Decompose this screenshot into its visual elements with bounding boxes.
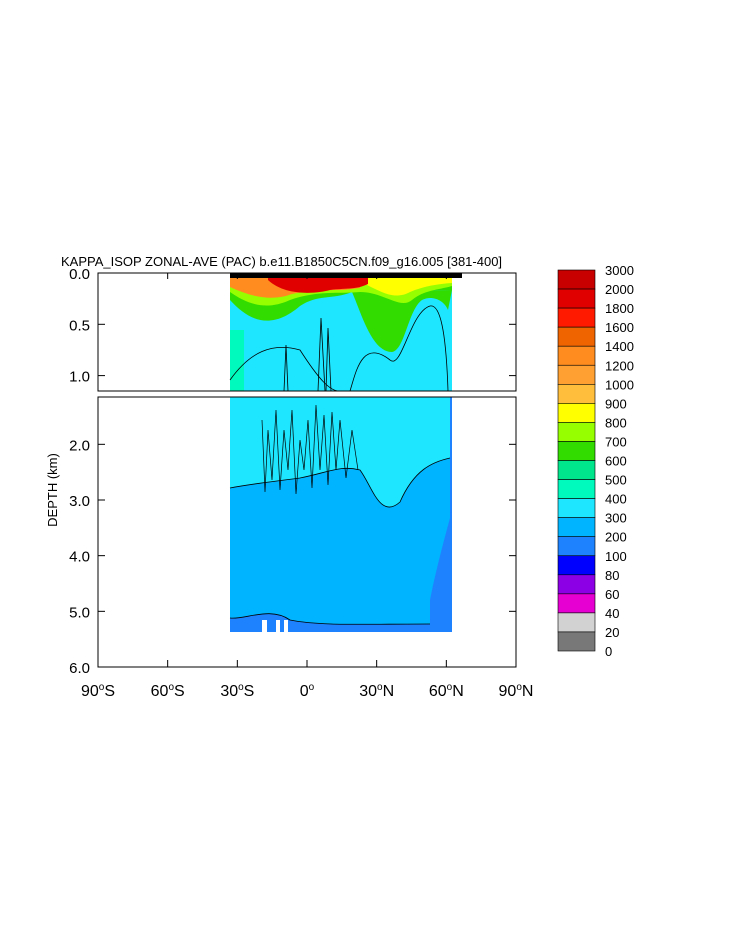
upper-spikes — [283, 317, 332, 391]
y-axis-lower: 2.0 3.0 4.0 5.0 6.0 — [69, 437, 516, 677]
colorbar-swatch — [557, 307, 596, 328]
colorbar-swatch — [557, 345, 596, 366]
colorbar-label: 1400 — [605, 339, 634, 354]
colorbar-label: 200 — [605, 530, 627, 545]
colorbar-swatch — [557, 517, 596, 538]
colorbar-swatch — [557, 326, 596, 347]
northern-boundary-band — [430, 397, 452, 632]
y-tick-label: 4.0 — [69, 549, 90, 566]
upper-contour-2 — [349, 305, 449, 391]
lower-spikes — [261, 404, 359, 495]
gap-white-2 — [276, 620, 280, 632]
colorbar-label: 60 — [605, 587, 619, 602]
upper-shelf-band — [230, 330, 244, 391]
upper-panel-field — [229, 273, 462, 391]
lower-contour — [229, 457, 451, 508]
colorbar-label: 2000 — [605, 282, 634, 297]
upper-yellow-band — [360, 278, 452, 296]
deep-contour — [229, 613, 431, 625]
y-axis-label: DEPTH (km) — [45, 453, 60, 527]
upper-red-core — [268, 278, 368, 293]
colorbar-swatch — [557, 574, 596, 595]
colorbar: 3000200018001600140012001000900800700600… — [557, 263, 634, 659]
colorbar-label: 1800 — [605, 301, 634, 316]
colorbar-label: 400 — [605, 492, 627, 507]
x-tick-label: 60oN — [429, 682, 464, 700]
colorbar-swatch — [557, 498, 596, 518]
colorbar-label: 20 — [605, 625, 619, 640]
y-tick-label: 1.0 — [69, 369, 90, 386]
colorbar-swatch — [557, 364, 596, 385]
y-tick-label: 2.0 — [69, 437, 90, 454]
gap-white-1 — [262, 620, 267, 632]
colorbar-label: 0 — [605, 644, 612, 659]
colorbar-label: 800 — [605, 415, 627, 430]
y-axis-upper: 0.0 0.5 1.0 — [69, 266, 516, 386]
colorbar-label: 500 — [605, 473, 627, 488]
y-tick-label: 5.0 — [69, 604, 90, 621]
colorbar-label: 900 — [605, 396, 627, 411]
colorbar-label: 1200 — [605, 358, 634, 373]
y-tick-label: 3.0 — [69, 493, 90, 510]
x-tick-label: 90oS — [81, 682, 115, 700]
colorbar-swatch — [557, 288, 596, 309]
chart-title: KAPPA_ISOP ZONAL-AVE (PAC) b.e11.B1850C5… — [61, 254, 502, 269]
x-tick-label: 60oS — [151, 682, 185, 700]
x-tick-label: 30oN — [359, 682, 394, 700]
colorbar-swatch — [557, 479, 596, 499]
colorbar-swatch — [557, 460, 596, 480]
colorbar-swatch — [557, 403, 596, 423]
colorbar-swatch — [557, 555, 596, 576]
surface-dark-line — [230, 273, 462, 278]
colorbar-swatch — [557, 422, 596, 442]
y-tick-label: 6.0 — [69, 660, 90, 677]
x-tick-label: 90oN — [499, 682, 534, 700]
colorbar-swatch — [557, 593, 596, 614]
colorbar-label: 1600 — [605, 320, 634, 335]
x-tick-label: 0o — [300, 682, 315, 700]
colorbar-label: 600 — [605, 454, 627, 469]
colorbar-swatch — [557, 269, 596, 290]
upper-contour-1 — [229, 346, 341, 391]
x-tick-label: 30oS — [220, 682, 254, 700]
colorbar-label: 1000 — [605, 377, 634, 392]
colorbar-swatch — [557, 441, 596, 461]
x-axis: 90oS 60oS 30oS 0o 30oN 60oN 90oN — [81, 273, 533, 700]
colorbar-label: 300 — [605, 511, 627, 526]
colorbar-swatch — [557, 383, 596, 404]
colorbar-swatch — [557, 536, 596, 557]
y-tick-label: 0.0 — [69, 266, 90, 283]
colorbar-label: 100 — [605, 549, 627, 564]
upper-green-north — [352, 290, 452, 352]
colorbar-swatch — [557, 612, 596, 633]
y-tick-label: 0.5 — [69, 317, 90, 334]
colorbar-label: 3000 — [605, 263, 634, 278]
colorbar-label: 700 — [605, 434, 627, 449]
colorbar-swatch — [557, 631, 596, 652]
colorbar-label: 80 — [605, 568, 619, 583]
gap-white-3 — [284, 620, 288, 632]
lower-panel-field — [229, 397, 452, 632]
colorbar-label: 40 — [605, 606, 619, 621]
